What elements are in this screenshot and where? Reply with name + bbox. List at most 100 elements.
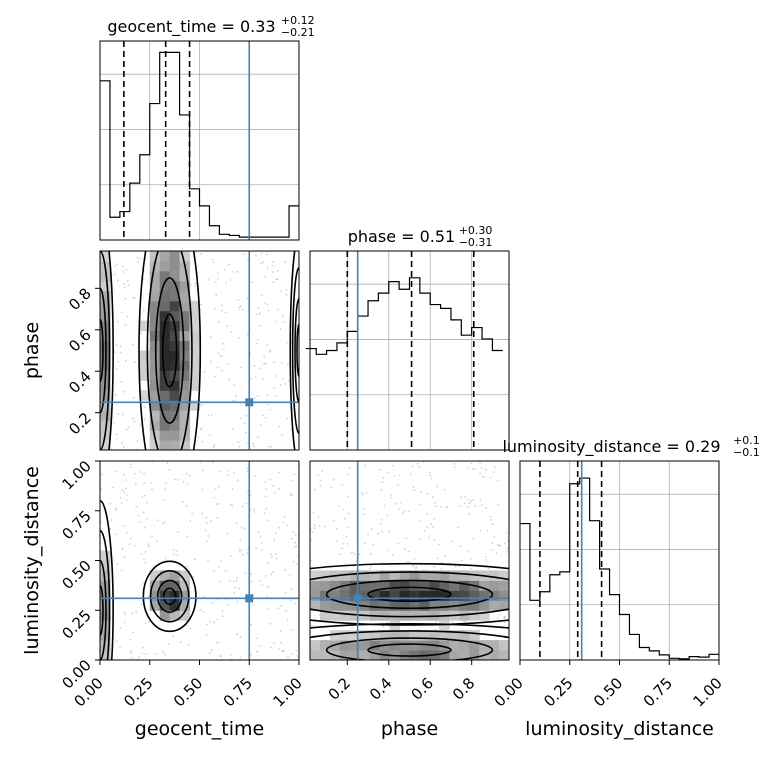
scatter-point	[115, 433, 118, 436]
scatter-point	[436, 557, 439, 560]
x-axis-label: luminosity_distance	[525, 718, 714, 740]
density-cell	[329, 580, 341, 591]
scatter-point	[246, 297, 249, 300]
density-cell	[139, 350, 151, 361]
scatter-point	[378, 468, 381, 471]
scatter-point	[289, 492, 292, 494]
density-cell	[419, 640, 430, 651]
density-cell	[139, 320, 151, 332]
density-cell	[479, 580, 490, 591]
density-cell	[359, 650, 371, 660]
density-cell	[499, 590, 509, 601]
density-cell	[159, 590, 171, 601]
scatter-point	[251, 604, 254, 607]
density-cell	[439, 590, 450, 601]
scatter-point	[125, 494, 128, 496]
scatter-point	[134, 472, 137, 475]
scatter-point	[409, 473, 412, 476]
scatter-point	[264, 575, 267, 577]
scatter-point	[293, 560, 295, 563]
scatter-point	[235, 580, 238, 582]
scatter-point	[280, 362, 283, 365]
scatter-point	[266, 303, 269, 306]
scatter-point	[279, 290, 282, 292]
scatter-point	[493, 535, 496, 538]
density-cell	[159, 380, 171, 391]
scatter-point	[236, 633, 239, 636]
scatter-point	[213, 444, 216, 447]
scatter-point	[275, 375, 277, 377]
scatter-point	[460, 496, 462, 499]
scatter-point	[278, 425, 281, 428]
scatter-point	[319, 484, 322, 487]
scatter-point	[422, 568, 425, 571]
x-axis-label: geocent_time	[135, 718, 264, 740]
scatter-point	[347, 473, 349, 476]
scatter-point	[332, 519, 335, 522]
density-cell	[419, 600, 430, 611]
scatter-point	[254, 376, 257, 379]
histogram-step	[100, 51, 299, 238]
scatter-point	[269, 478, 271, 481]
scatter-point	[284, 260, 287, 263]
scatter-point	[284, 383, 287, 385]
scatter-point	[286, 618, 289, 621]
scatter-point	[140, 553, 143, 555]
scatter-point	[216, 272, 219, 275]
scatter-point	[264, 495, 267, 498]
y-tick-label: 0.8	[65, 284, 95, 314]
scatter-point	[144, 653, 147, 656]
scatter-point	[286, 417, 289, 420]
x-tick-label: 0.25	[540, 674, 576, 710]
scatter-point	[209, 620, 212, 623]
scatter-point	[176, 554, 179, 557]
scatter-point	[321, 470, 323, 473]
density-cell	[319, 600, 331, 611]
scatter-point	[129, 537, 132, 540]
scatter-point	[265, 507, 268, 510]
density-cell	[379, 570, 391, 581]
scatter-point	[434, 628, 436, 631]
scatter-point	[201, 512, 204, 515]
contour-line	[108, 251, 114, 450]
density-cell	[489, 570, 500, 581]
scatter-point	[398, 474, 401, 476]
density-cell	[159, 340, 171, 351]
scatter-point	[100, 473, 103, 476]
scatter-point	[490, 519, 492, 521]
density-cell	[100, 270, 111, 282]
density-cell	[319, 610, 331, 621]
density-cell	[439, 580, 450, 591]
density-cell	[319, 590, 331, 601]
scatter-point	[207, 414, 210, 417]
density-cell	[379, 630, 391, 641]
scatter-point	[231, 504, 234, 507]
scatter-point	[503, 621, 506, 624]
scatter-point	[156, 519, 159, 521]
contour-line	[100, 318, 104, 383]
scatter-point	[115, 368, 118, 371]
contour-line	[310, 630, 509, 639]
scatter-point	[479, 498, 482, 501]
scatter-point	[441, 561, 443, 564]
density-cell	[100, 280, 111, 292]
density-cell	[469, 640, 480, 651]
density-cell	[339, 610, 351, 621]
axes-frame	[99, 460, 300, 661]
scatter-point	[282, 650, 284, 653]
scatter-point	[119, 627, 122, 629]
scatter-point	[281, 433, 284, 436]
scatter-point	[238, 548, 241, 551]
density-cell	[459, 580, 470, 591]
scatter-point	[151, 488, 153, 491]
scatter-point	[457, 526, 460, 529]
density-cell	[179, 320, 191, 332]
density-cell	[149, 270, 161, 282]
scatter-point	[205, 516, 208, 519]
scatter-point	[413, 489, 416, 491]
density-cell	[149, 410, 161, 421]
density-cell	[459, 630, 470, 641]
scatter-point	[189, 474, 191, 477]
scatter-point	[234, 399, 237, 402]
scatter-point	[140, 332, 142, 334]
